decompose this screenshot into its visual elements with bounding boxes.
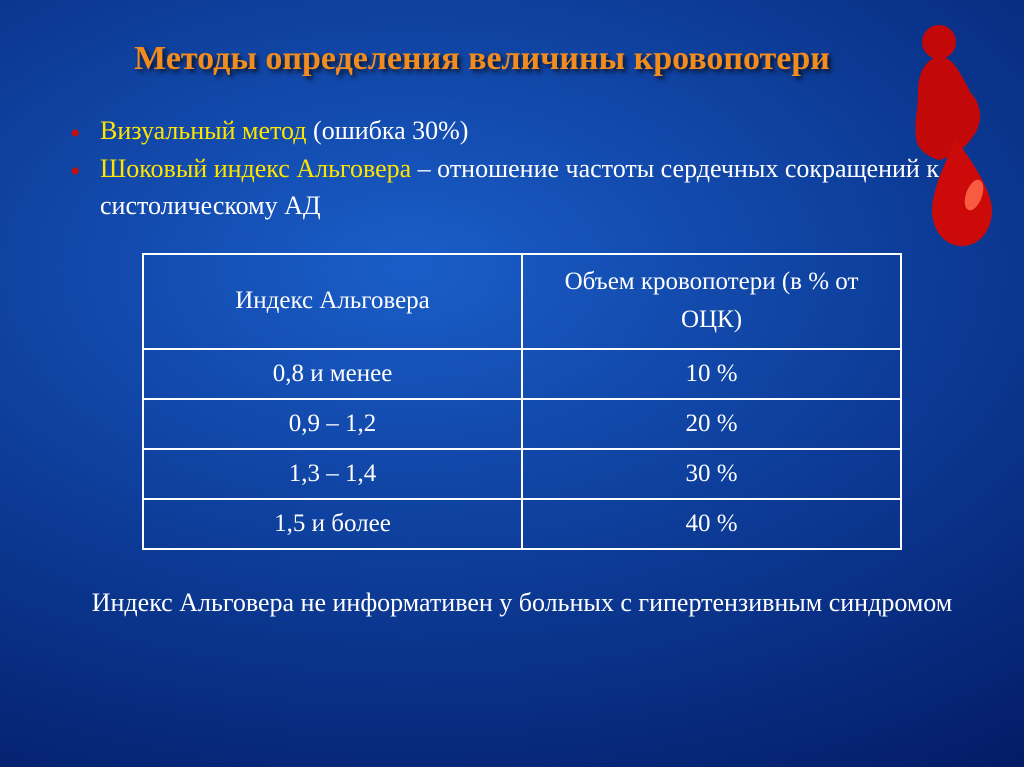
- table-cell: 40 %: [522, 499, 901, 549]
- table-row: 1,3 – 1,4 30 %: [143, 449, 901, 499]
- bullet-item: Шоковый индекс Альговера – отношение час…: [70, 150, 984, 225]
- page-title: Методы определения величины кровопотери: [100, 40, 864, 78]
- table-row: 0,9 – 1,2 20 %: [143, 399, 901, 449]
- table-cell: 0,8 и менее: [143, 349, 522, 399]
- table-header-row: Индекс Альговера Объем кровопотери (в % …: [143, 254, 901, 349]
- figure-svg: [884, 20, 994, 250]
- bullet-item: Визуальный метод (ошибка 30%): [70, 112, 984, 150]
- body-icon: [915, 25, 980, 160]
- bullet-lead: Шоковый индекс Альговера: [100, 154, 411, 183]
- table-container: Индекс Альговера Объем кровопотери (в % …: [142, 253, 902, 550]
- table-cell: 1,3 – 1,4: [143, 449, 522, 499]
- table-cell: 10 %: [522, 349, 901, 399]
- bullet-list: Визуальный метод (ошибка 30%) Шоковый ин…: [70, 112, 984, 225]
- table-row: 1,5 и более 40 %: [143, 499, 901, 549]
- table-cell: 20 %: [522, 399, 901, 449]
- table-header-cell: Объем кровопотери (в % от ОЦК): [522, 254, 901, 349]
- bullet-rest: (ошибка 30%): [307, 116, 469, 145]
- table-header-cell: Индекс Альговера: [143, 254, 522, 349]
- table-row: 0,8 и менее 10 %: [143, 349, 901, 399]
- decorative-figure: [884, 20, 994, 250]
- slide: Методы определения величины кровопотери …: [0, 0, 1024, 767]
- table-cell: 0,9 – 1,2: [143, 399, 522, 449]
- bullet-lead: Визуальный метод: [100, 116, 307, 145]
- data-table: Индекс Альговера Объем кровопотери (в % …: [142, 253, 902, 550]
- table-cell: 30 %: [522, 449, 901, 499]
- footnote: Индекс Альговера не информативен у больн…: [60, 584, 984, 622]
- table-cell: 1,5 и более: [143, 499, 522, 549]
